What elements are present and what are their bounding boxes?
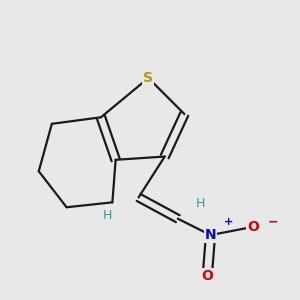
Text: H: H [196, 197, 206, 211]
Text: O: O [247, 220, 259, 234]
Text: O: O [201, 269, 213, 283]
Text: S: S [143, 71, 153, 85]
Text: H: H [103, 209, 112, 222]
Text: N: N [205, 228, 216, 242]
Text: +: + [224, 217, 233, 227]
Text: −: − [267, 215, 278, 229]
